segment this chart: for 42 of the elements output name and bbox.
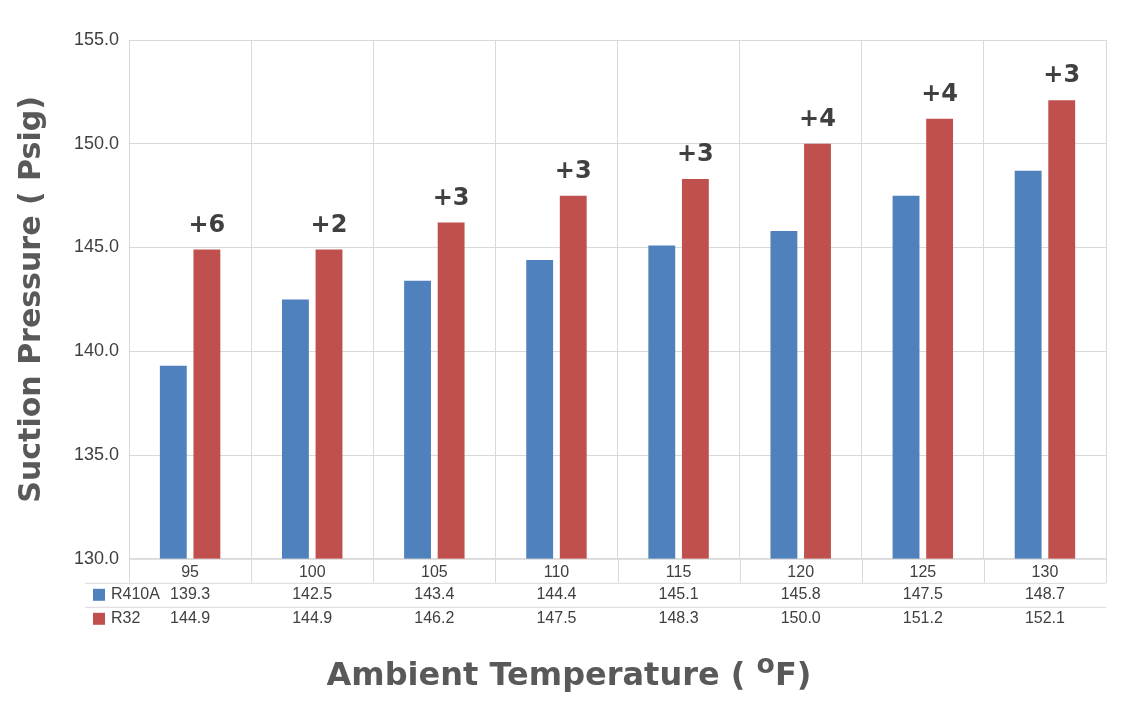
- data-label: 150.0: [780, 609, 821, 627]
- data-label: 147.5: [536, 609, 577, 627]
- data-label: 142.5: [292, 585, 333, 603]
- y-tick-label: 135.0: [74, 444, 120, 465]
- y-tick-label: 150.0: [74, 132, 120, 153]
- y-tick-label: 130.0: [74, 547, 120, 568]
- data-label: 139.3: [170, 585, 211, 603]
- annotation: +4: [799, 103, 836, 132]
- data-label: 147.5: [902, 585, 943, 603]
- data-label: 148.3: [658, 609, 699, 627]
- data-label: 145.8: [780, 585, 821, 603]
- data-label: 143.4: [414, 585, 455, 603]
- legend-label: R410A: [111, 585, 161, 603]
- data-label: 144.9: [170, 609, 211, 627]
- annotation: +3: [676, 139, 714, 168]
- x-tick-label: 105: [420, 562, 448, 580]
- x-tick-label: 115: [665, 562, 692, 580]
- y-tick-label: 140.0: [74, 340, 120, 361]
- annotation: +3: [1043, 60, 1081, 89]
- x-tick-label: 95: [181, 562, 200, 580]
- data-label: 151.2: [902, 609, 943, 627]
- data-label: 152.1: [1024, 609, 1066, 627]
- data-label: 144.9: [292, 609, 333, 627]
- annotation: +2: [310, 209, 348, 238]
- x-tick-label: 130: [1031, 562, 1059, 580]
- x-axis-title: Ambient Temperature ( $^{o}$F): [325, 648, 813, 693]
- y-tick-label: 145.0: [74, 236, 120, 257]
- y-tick-label: 155.0: [74, 28, 120, 49]
- data-label: 146.2: [414, 609, 455, 627]
- data-label: 148.7: [1024, 585, 1066, 603]
- annotation: +3: [554, 155, 592, 184]
- annotation: +3: [432, 182, 470, 211]
- x-tick-label: 120: [787, 562, 815, 580]
- data-label: 145.1: [658, 585, 699, 603]
- x-tick-label: 125: [909, 562, 937, 580]
- x-tick-label: 110: [543, 562, 570, 580]
- legend-label: R32: [111, 609, 141, 627]
- annotation: +6: [188, 209, 226, 238]
- data-label: 144.4: [536, 585, 577, 603]
- y-axis-title: Suction Pressure ( Psig): [11, 96, 47, 503]
- x-tick-label: 100: [298, 562, 326, 580]
- annotation: +4: [921, 79, 959, 108]
